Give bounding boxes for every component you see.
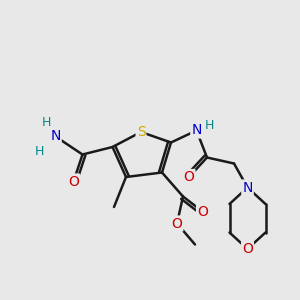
Text: O: O <box>184 170 194 184</box>
Text: S: S <box>136 125 146 139</box>
Text: H: H <box>42 116 51 130</box>
Text: H: H <box>34 145 44 158</box>
Text: N: N <box>191 124 202 137</box>
Text: H: H <box>204 118 214 132</box>
Text: O: O <box>68 175 79 188</box>
Text: N: N <box>50 130 61 143</box>
Text: O: O <box>242 242 253 256</box>
Text: O: O <box>197 205 208 218</box>
Text: O: O <box>172 217 182 230</box>
Text: N: N <box>242 181 253 194</box>
